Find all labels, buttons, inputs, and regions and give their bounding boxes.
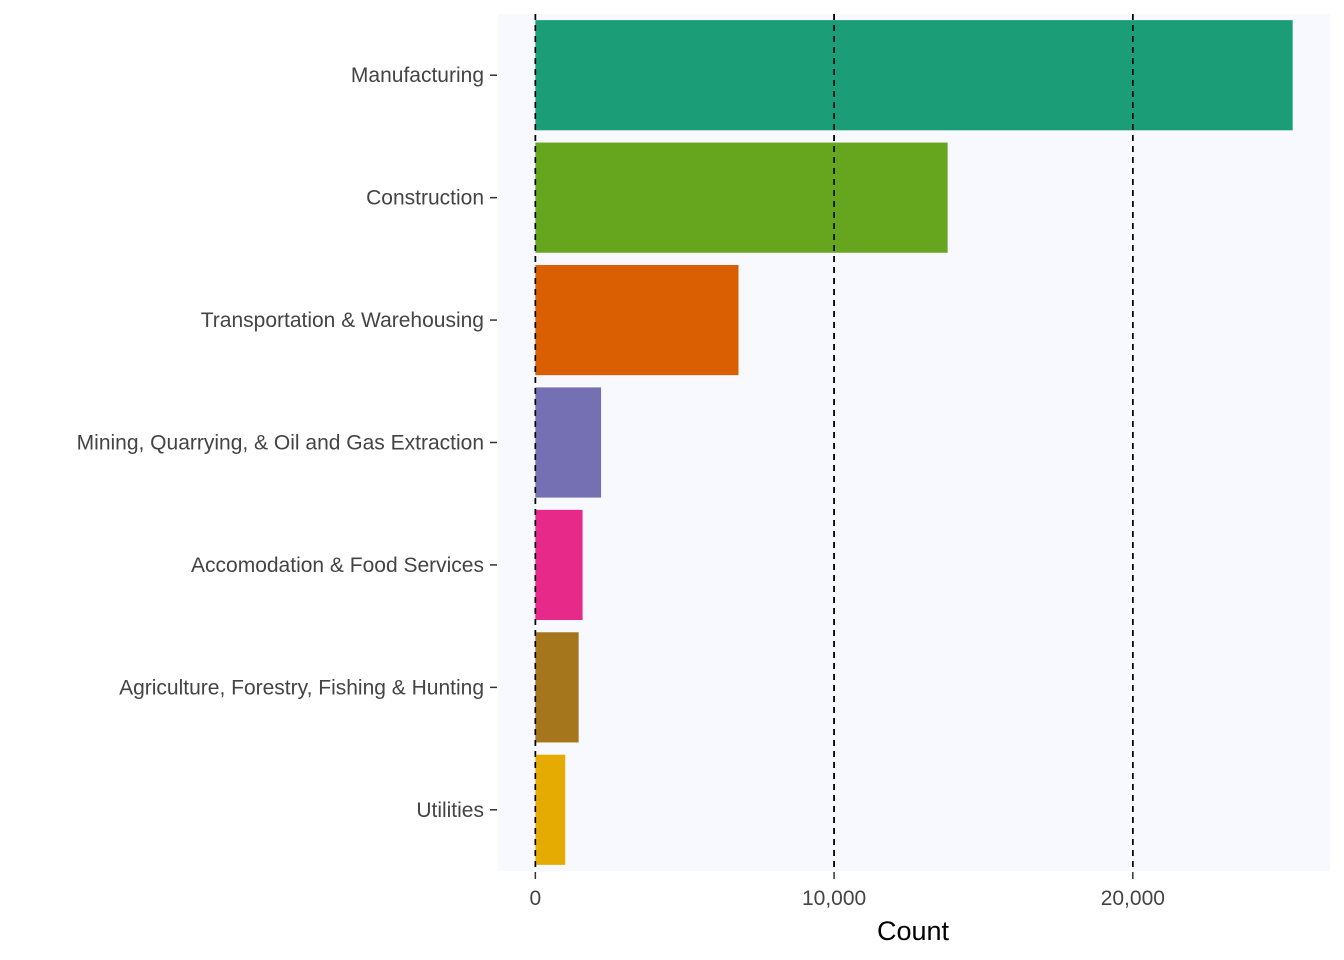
category-label-3: Mining, Quarrying, & Oil and Gas Extract… — [77, 432, 484, 455]
x-axis-ticks: 0 10,000 20,000 — [529, 872, 1165, 910]
bar-1 — [535, 142, 948, 253]
category-label-0: Manufacturing — [351, 64, 484, 87]
x-axis-title: Count — [877, 916, 950, 946]
bar-2 — [535, 264, 739, 376]
category-label-2: Transportation & Warehousing — [201, 309, 484, 332]
bar-6 — [535, 754, 566, 865]
category-label-5: Agriculture, Forestry, Fishing & Hunting — [119, 676, 484, 699]
category-label-6: Utilities — [416, 799, 484, 822]
bar-5 — [535, 632, 579, 743]
x-tick-label-1: 10,000 — [802, 887, 866, 910]
bar-0 — [535, 20, 1293, 131]
category-label-4: Accomodation & Food Services — [191, 554, 484, 577]
category-labels: Manufacturing Construction Transportation … — [77, 64, 497, 822]
x-tick-label-2: 20,000 — [1101, 887, 1165, 910]
bar-4 — [535, 509, 583, 621]
bar-3 — [535, 387, 602, 498]
bars — [535, 20, 1293, 865]
category-label-1: Construction — [366, 187, 484, 210]
x-tick-label-0: 0 — [529, 887, 541, 910]
